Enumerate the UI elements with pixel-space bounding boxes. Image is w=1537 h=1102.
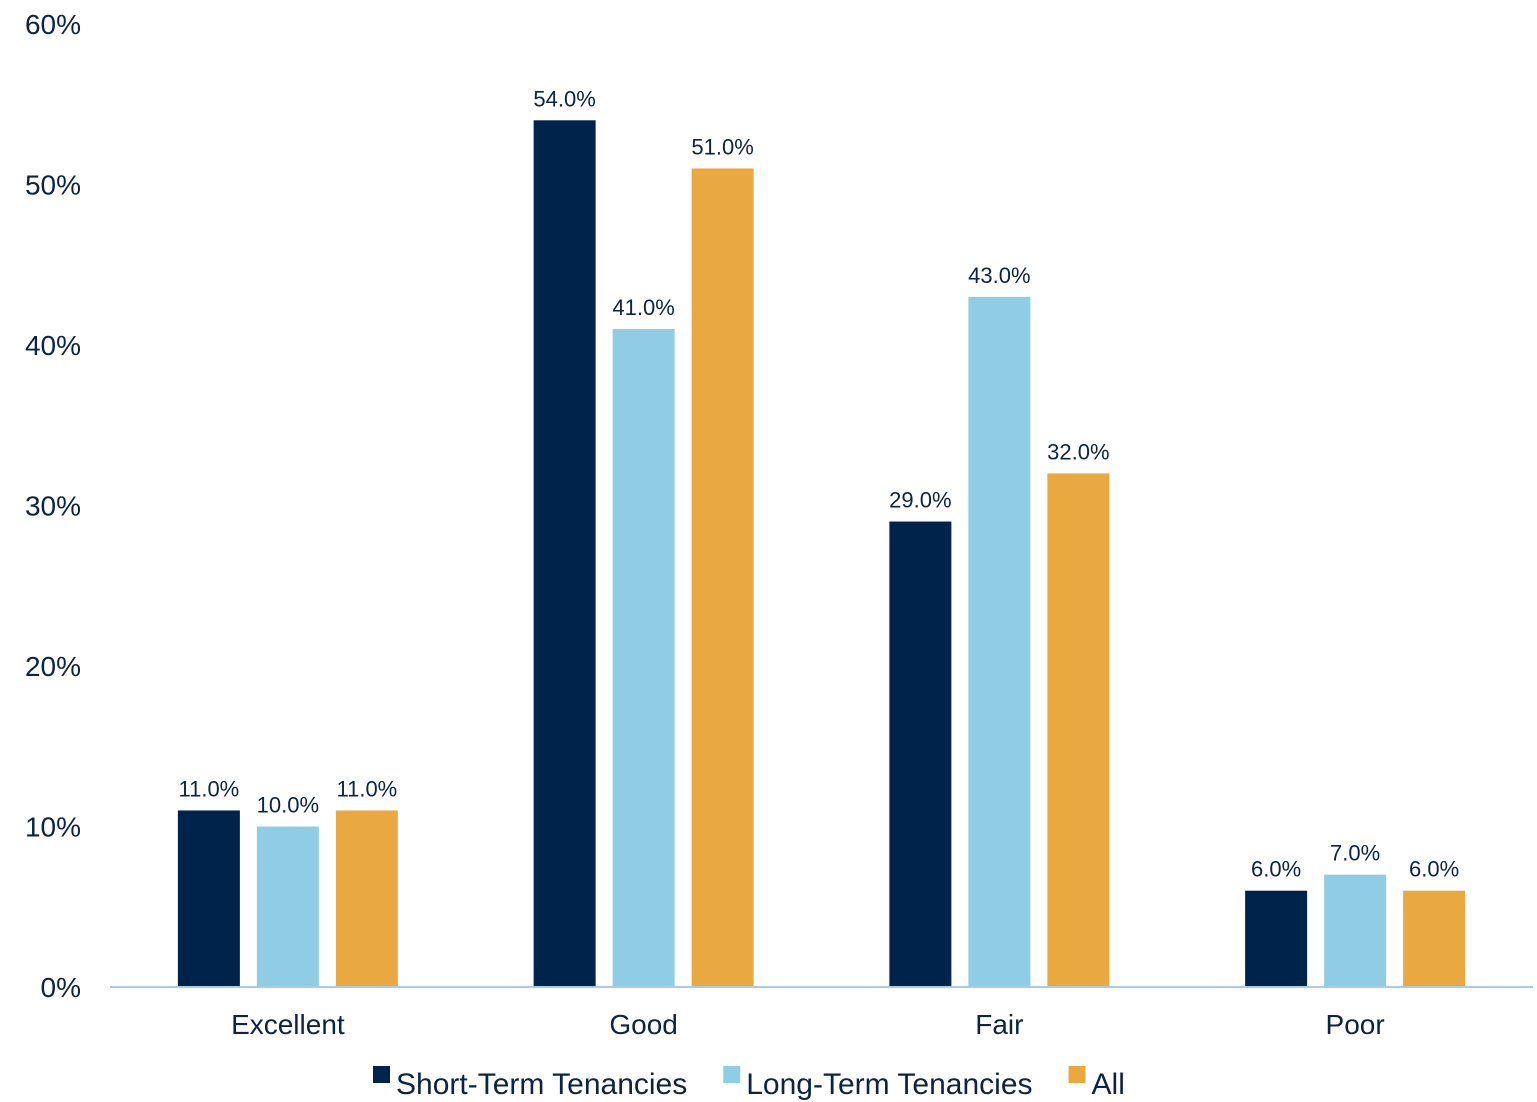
bars-group	[177, 120, 1466, 988]
bar-good-series-3	[691, 168, 754, 987]
data-label: 7.0%	[1330, 841, 1380, 866]
data-labels-group: 11.0% 10.0% 11.0% 54.0% 41.0% 51.0% 29.0% 43.0%…	[179, 86, 1460, 881]
legend-swatch	[723, 1066, 741, 1083]
y-tick-label: 50%	[25, 170, 81, 201]
data-label: 43.0%	[968, 263, 1030, 288]
y-tick-label: 30%	[25, 491, 81, 522]
data-label: 32.0%	[1047, 439, 1109, 464]
bar-fair-series-2	[968, 296, 1031, 988]
y-axis: 0% 10% 20% 30% 40% 50% 60%	[25, 9, 81, 1003]
bar-poor-series-2	[1324, 874, 1387, 987]
bar-excellent-series-3	[335, 810, 398, 987]
x-tick-label-excellent: Excellent	[231, 1009, 345, 1040]
data-label: 41.0%	[612, 295, 674, 320]
legend-swatch	[373, 1066, 390, 1083]
bar-fair-series-3	[1047, 473, 1110, 987]
legend: Short-Term Tenancies Long-Term Tenancies A…	[373, 1066, 1125, 1101]
bar-excellent-series-2	[256, 826, 319, 987]
x-tick-label-fair: Fair	[975, 1009, 1023, 1040]
legend-item-2: Long-Term Tenancies	[723, 1066, 1033, 1101]
bar-poor-series-3	[1403, 890, 1466, 987]
legend-label: Long-Term Tenancies	[746, 1068, 1032, 1101]
legend-item-1: Short-Term Tenancies	[373, 1066, 687, 1101]
y-tick-label: 40%	[25, 330, 81, 361]
data-label: 29.0%	[889, 488, 951, 513]
x-axis: Excellent Good Fair Poor	[231, 1009, 1385, 1040]
y-tick-label: 0%	[41, 972, 81, 1003]
legend-item-3: All	[1068, 1066, 1125, 1101]
bar-good-series-1	[533, 120, 596, 988]
data-label: 51.0%	[691, 134, 753, 159]
data-label: 54.0%	[533, 86, 595, 111]
data-label: 11.0%	[337, 776, 398, 801]
y-tick-label: 60%	[25, 9, 81, 40]
y-tick-label: 20%	[25, 651, 81, 682]
legend-swatch	[1068, 1066, 1086, 1083]
legend-label: Short-Term Tenancies	[396, 1068, 687, 1101]
y-tick-label: 10%	[25, 812, 81, 843]
legend-label: All	[1092, 1068, 1125, 1101]
data-label: 11.0%	[179, 776, 240, 801]
bar-good-series-2	[612, 328, 675, 987]
bar-excellent-series-1	[177, 810, 240, 987]
x-tick-label-good: Good	[609, 1009, 678, 1040]
data-label: 6.0%	[1409, 857, 1459, 882]
data-label: 10.0%	[257, 793, 319, 818]
x-tick-label-poor: Poor	[1326, 1009, 1385, 1040]
bar-fair-series-1	[889, 521, 952, 987]
data-label: 6.0%	[1251, 857, 1301, 882]
bar-poor-series-1	[1245, 890, 1308, 987]
